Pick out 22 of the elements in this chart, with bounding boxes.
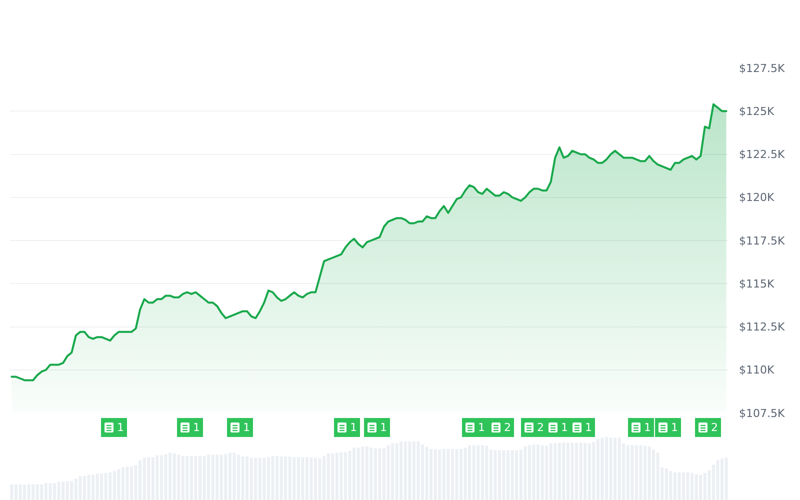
text: 2 xyxy=(711,421,718,434)
y-tick-label: $127.5K xyxy=(739,62,786,75)
text: 1 xyxy=(478,421,485,434)
y-tick-label: $120K xyxy=(739,191,775,204)
text: 1 xyxy=(193,421,200,434)
text: 1 xyxy=(380,421,387,434)
y-tick-label: $125K xyxy=(739,104,775,118)
text: 1 xyxy=(243,421,250,434)
text: 1 xyxy=(561,421,568,434)
text: 2 xyxy=(504,421,511,434)
y-tick-label: $117.5K xyxy=(739,234,786,248)
text: 2 xyxy=(537,421,544,434)
text: 1 xyxy=(117,421,124,434)
text: 1 xyxy=(350,421,357,434)
y-tick-label: $112.5K xyxy=(739,320,786,334)
y-tick-label: $115K xyxy=(739,277,775,290)
y-tick-label: $110K xyxy=(739,364,775,377)
text: 1 xyxy=(585,421,592,434)
text: 1 xyxy=(671,421,678,434)
text: 1 xyxy=(644,421,651,434)
y-tick-label: $122.5K xyxy=(739,148,786,162)
y-tick-label: $107.5K xyxy=(739,406,786,420)
